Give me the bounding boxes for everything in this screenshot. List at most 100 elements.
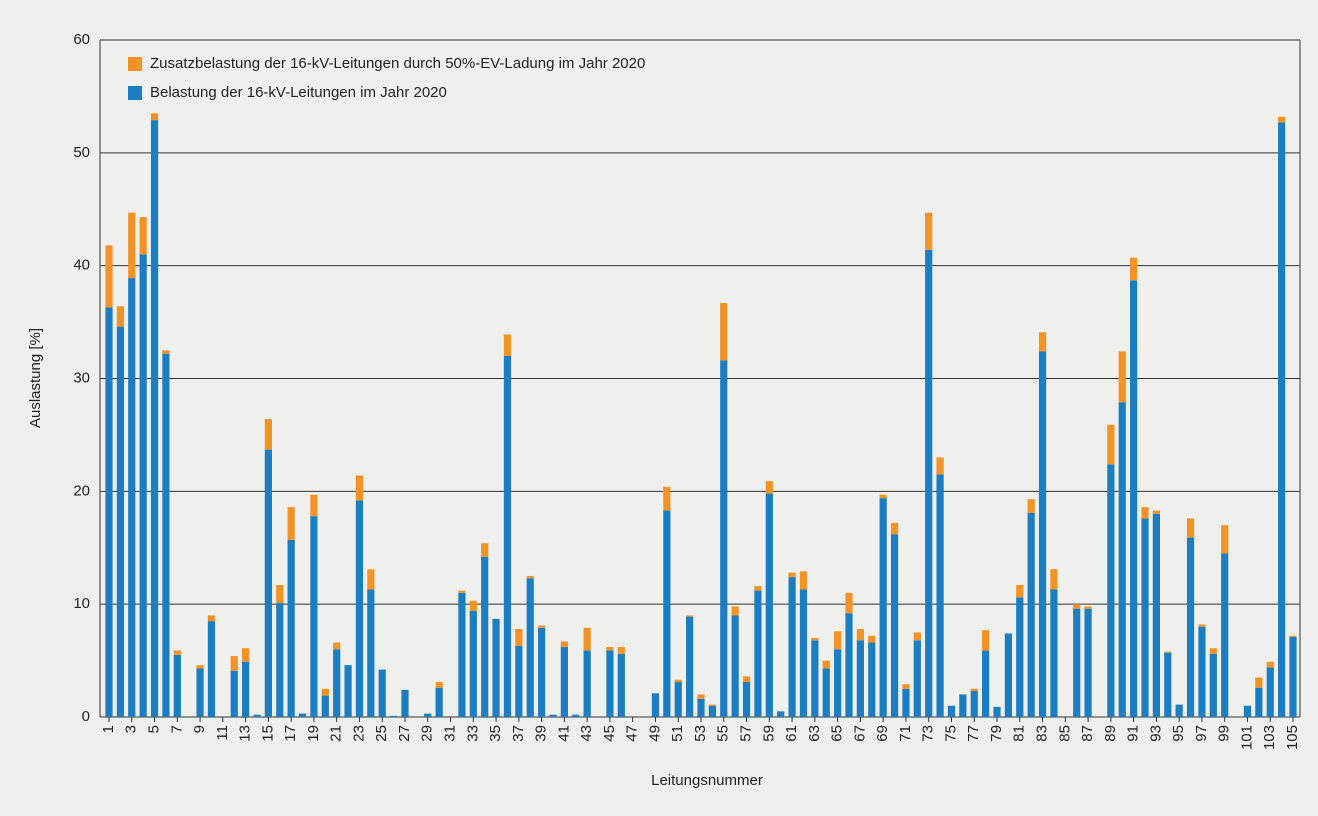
bar-segment	[435, 682, 443, 688]
legend-label: Zusatzbelastung der 16-kV-Leitungen durc…	[150, 55, 645, 72]
bar-segment	[1186, 518, 1195, 538]
bar-segment	[708, 705, 716, 717]
x-tick-label: 59	[760, 725, 777, 742]
bar-segment	[1084, 608, 1092, 717]
x-tick-label: 79	[988, 725, 1005, 742]
y-tick-label: 10	[73, 595, 90, 612]
bar-segment	[925, 212, 933, 250]
bar-segment	[196, 668, 204, 717]
bar-segment	[1209, 653, 1217, 717]
bar-segment	[242, 661, 250, 717]
bar-segment	[1209, 648, 1217, 654]
bar-segment	[401, 689, 409, 717]
x-tick-label: 25	[373, 725, 390, 742]
bar-segment	[1073, 608, 1081, 717]
bar-segment	[492, 618, 500, 717]
bar-segment	[856, 628, 864, 641]
bar-segment	[1130, 257, 1138, 281]
bar-segment	[1266, 667, 1274, 717]
bar-segment	[1016, 597, 1024, 717]
y-tick-label: 60	[73, 31, 90, 48]
bar-segment	[868, 635, 876, 643]
bar-segment	[1073, 604, 1081, 609]
bar-segment	[742, 676, 751, 683]
bar-segment	[606, 647, 614, 651]
bar-segment	[1038, 332, 1047, 352]
bar-segment	[1221, 525, 1229, 554]
x-tick-label: 43	[578, 725, 595, 742]
bar-segment	[697, 694, 705, 699]
bar-segment	[458, 592, 466, 717]
bar-segment	[173, 654, 181, 717]
bar-segment	[355, 475, 364, 501]
x-tick-label: 19	[305, 725, 322, 742]
bar-segment	[1255, 687, 1263, 717]
x-tick-label: 5	[146, 725, 163, 733]
bar-segment	[1118, 402, 1126, 717]
bar-segment	[936, 457, 944, 475]
bar-segment	[1118, 351, 1126, 403]
bar-segment	[617, 653, 625, 717]
bar-segment	[788, 572, 796, 578]
bar-segment	[970, 691, 978, 717]
bar-segment	[822, 660, 830, 669]
bar-segment	[720, 302, 728, 361]
bar-segment	[333, 649, 341, 717]
bar-segment	[1107, 424, 1115, 465]
bar-segment	[572, 714, 580, 717]
bar-segment	[310, 494, 318, 517]
bar-segment	[116, 326, 124, 717]
bar-segment	[674, 682, 682, 717]
x-tick-label: 33	[464, 725, 481, 742]
bar-segment	[367, 589, 375, 717]
bar-segment	[264, 419, 272, 450]
y-axis-label: Auslastung [%]	[27, 328, 44, 428]
bar-segment	[105, 307, 113, 717]
bar-segment	[162, 353, 170, 717]
y-tick-label: 50	[73, 144, 90, 161]
bar-segment	[424, 713, 432, 717]
bar-segment	[663, 510, 671, 717]
bar-segment	[1027, 512, 1035, 717]
x-tick-label: 81	[1011, 725, 1028, 742]
bar-segment	[526, 575, 534, 579]
bar-segment	[674, 679, 682, 683]
bar-segment	[458, 590, 466, 593]
bar-segment	[1050, 569, 1058, 590]
x-tick-label: 91	[1125, 725, 1142, 742]
bar-segment	[549, 714, 557, 717]
bar-segment	[333, 642, 341, 650]
bar-segment	[765, 481, 773, 494]
bar-segment	[1038, 351, 1047, 717]
bar-segment	[686, 616, 694, 717]
bar-segment	[993, 706, 1001, 717]
x-tick-label: 95	[1170, 725, 1187, 742]
bar-segment	[970, 688, 978, 692]
bar-segment	[799, 571, 808, 590]
x-tick-label: 31	[442, 725, 459, 742]
bar-segment	[890, 534, 899, 717]
bar-segment	[1221, 553, 1229, 717]
bar-segment	[162, 350, 170, 354]
bar-segment	[1278, 116, 1286, 123]
bar-segment	[902, 684, 910, 689]
bar-segment	[982, 650, 990, 717]
x-tick-label: 37	[510, 725, 527, 742]
bar-segment	[298, 713, 307, 717]
x-tick-label: 47	[624, 725, 641, 742]
legend-label: Belastung der 16-kV-Leitungen im Jahr 20…	[150, 84, 447, 101]
x-tick-label: 61	[783, 725, 800, 742]
bar-segment	[606, 650, 614, 717]
legend-swatch	[128, 57, 142, 71]
bar-segment	[321, 688, 329, 696]
x-tick-label: 11	[214, 725, 231, 741]
bar-segment	[754, 590, 762, 717]
bar-segment	[777, 711, 785, 717]
bar-segment	[526, 578, 534, 717]
bar-segment	[1004, 633, 1012, 717]
bar-segment	[1289, 636, 1297, 717]
bar-segment	[1198, 626, 1206, 717]
bar-segment	[481, 556, 489, 717]
bar-segment	[651, 693, 660, 717]
x-tick-label: 29	[419, 725, 436, 742]
